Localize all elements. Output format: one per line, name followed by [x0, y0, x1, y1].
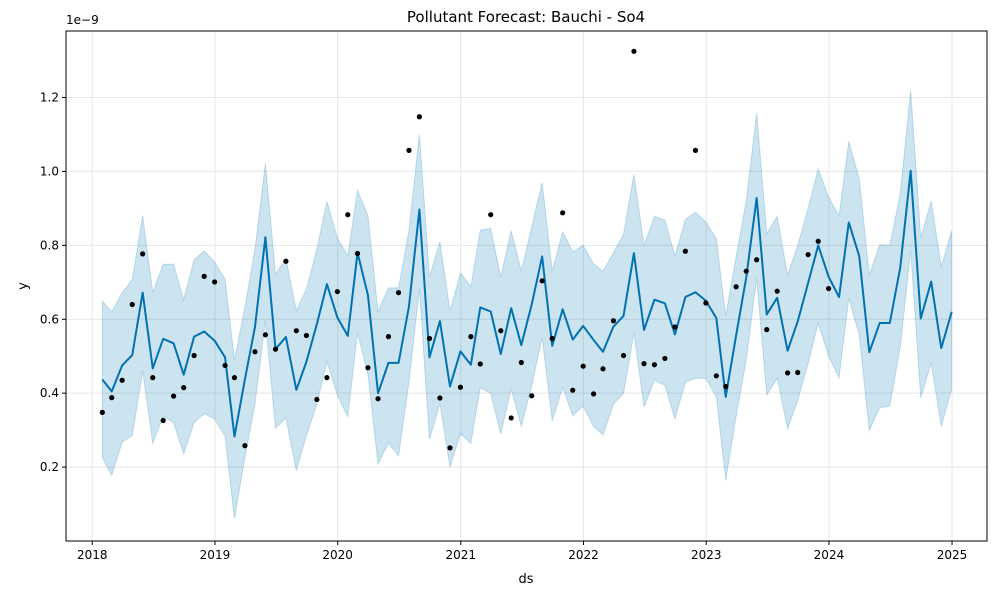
observed-point	[375, 396, 381, 402]
x-tick-label: 2023	[691, 548, 722, 562]
x-axis: 2018 2019 2020 2021 2022 2023 2024 2025	[77, 541, 967, 562]
observed-point	[518, 359, 524, 366]
observed-point	[365, 365, 371, 371]
observed-point	[600, 366, 606, 372]
y-tick-label: 0.2	[40, 460, 59, 474]
observed-point	[395, 290, 402, 296]
observed-point	[426, 335, 433, 342]
y-tick-label: 0.8	[40, 238, 59, 252]
observed-point	[805, 251, 811, 258]
observed-point	[437, 395, 443, 401]
observed-point	[385, 334, 392, 340]
y-tick-label: 1.0	[40, 164, 59, 178]
y-tick-label: 0.4	[40, 386, 59, 400]
observed-point	[191, 352, 197, 359]
observed-point	[314, 396, 320, 403]
observed-point	[345, 212, 351, 218]
observed-point	[743, 268, 749, 274]
observed-point	[764, 327, 770, 333]
observed-point	[539, 278, 545, 284]
observed-point	[212, 279, 218, 285]
observed-point	[488, 212, 494, 218]
observed-point	[201, 273, 207, 279]
observed-point	[293, 328, 299, 334]
observed-point	[580, 363, 586, 369]
observed-point	[620, 352, 627, 359]
observed-point	[662, 355, 668, 362]
observed-point	[222, 362, 228, 369]
observed-point	[703, 300, 709, 306]
observed-point	[150, 375, 156, 381]
observed-point	[171, 393, 177, 399]
x-tick-label: 2018	[77, 548, 108, 562]
observed-point	[754, 257, 760, 263]
observed-point	[733, 284, 739, 290]
x-axis-label: ds	[518, 572, 533, 587]
observed-point	[723, 383, 729, 390]
x-tick-label: 2019	[200, 548, 231, 562]
observed-point	[815, 238, 821, 244]
observed-point	[334, 288, 340, 295]
observed-point	[447, 445, 453, 451]
y-axis-label: y	[16, 282, 31, 290]
observed-point	[713, 373, 719, 379]
observed-point	[242, 443, 248, 449]
observed-point	[672, 324, 678, 330]
observed-point	[498, 328, 504, 334]
observed-point	[416, 114, 422, 120]
observed-point	[641, 361, 647, 367]
x-tick-label: 2020	[322, 548, 353, 562]
y-axis: 0.2 0.4 0.6 0.8 1.0 1.2	[40, 91, 66, 474]
y-tick-label: 1.2	[40, 91, 59, 105]
observed-point	[272, 346, 279, 352]
observed-point	[682, 248, 688, 254]
observed-point	[262, 332, 268, 338]
observed-point	[651, 362, 658, 368]
plot-frame	[65, 30, 988, 542]
observed-point	[795, 369, 801, 376]
observed-point	[610, 318, 617, 324]
uncertainty-interval-band	[101, 90, 953, 519]
observed-point	[785, 370, 791, 376]
observed-point	[468, 334, 474, 340]
observed-point	[303, 332, 310, 339]
observed-point	[529, 393, 535, 399]
y-tick-label: 0.6	[40, 312, 59, 326]
plot-area	[99, 48, 953, 519]
observed-point	[590, 391, 597, 397]
observed-point	[324, 375, 330, 381]
y-scale-offset-label: 1e−9	[66, 13, 99, 27]
observed-point	[231, 375, 238, 381]
forecast-line	[101, 169, 953, 438]
x-tick-label: 2022	[568, 548, 599, 562]
observed-point	[354, 250, 361, 257]
observed-point	[477, 361, 483, 367]
observed-point	[119, 377, 125, 383]
x-tick-label: 2025	[937, 548, 968, 562]
observed-point	[283, 258, 289, 264]
observed-point	[140, 251, 146, 257]
observed-point	[129, 301, 135, 308]
observed-point	[406, 147, 412, 153]
observed-point	[252, 349, 258, 355]
observed-point	[457, 384, 464, 390]
observed-point	[160, 417, 166, 424]
observed-point	[181, 385, 187, 391]
observed-point	[109, 395, 115, 401]
observed-point	[826, 285, 832, 292]
observed-point	[99, 409, 105, 415]
observed-point	[549, 335, 555, 342]
observed-point	[774, 288, 780, 294]
observed-point	[631, 48, 637, 54]
x-tick-label: 2024	[814, 548, 845, 562]
chart-title: Pollutant Forecast: Bauchi - So4	[407, 8, 645, 26]
grid-lines	[66, 31, 987, 541]
observed-point	[560, 210, 566, 216]
observed-point	[692, 147, 699, 153]
observed-point	[508, 415, 514, 421]
x-tick-label: 2021	[445, 548, 476, 562]
observed-point	[570, 387, 576, 393]
